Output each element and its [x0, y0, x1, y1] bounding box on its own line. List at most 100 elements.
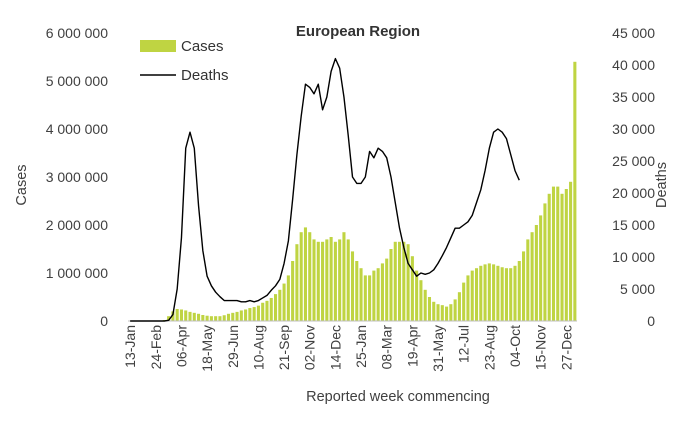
left-tick-label: 3 000 000: [46, 169, 108, 185]
x-axis-title: Reported week commencing: [306, 389, 490, 405]
cases-bar: [274, 294, 277, 321]
x-tick-label: 25-Jan: [353, 325, 369, 368]
cases-bar: [334, 242, 337, 321]
cases-bar: [411, 256, 414, 321]
right-tick-label: 25 000: [612, 153, 655, 169]
cases-bar: [257, 306, 260, 321]
cases-bar: [317, 242, 320, 321]
cases-bar: [526, 239, 529, 321]
cases-bar: [518, 261, 521, 321]
cases-bar: [308, 232, 311, 321]
cases-bar: [248, 308, 251, 321]
cases-bar: [253, 307, 256, 321]
y-left-axis-title: Cases: [14, 164, 30, 205]
cases-bar: [287, 275, 290, 321]
left-tick-label: 0: [100, 313, 108, 329]
deaths-line: [130, 59, 519, 321]
deaths-line-layer: [130, 59, 519, 321]
cases-bar: [424, 290, 427, 321]
x-tick-label: 13-Jan: [122, 325, 138, 368]
x-tick-label: 04-Oct: [507, 325, 523, 367]
cases-bar: [304, 227, 307, 321]
x-tick-label: 21-Sep: [276, 325, 292, 370]
cases-bar: [458, 292, 461, 321]
cases-bar: [295, 244, 298, 321]
cases-bar: [197, 314, 200, 321]
x-tick-label: 23-Aug: [481, 325, 497, 370]
cases-bar: [321, 242, 324, 321]
cases-bar: [441, 305, 444, 321]
legend-deaths-label: Deaths: [181, 67, 229, 84]
cases-bar: [381, 263, 384, 321]
cases-bar: [364, 275, 367, 321]
cases-bar: [184, 310, 187, 321]
left-tick-label: 4 000 000: [46, 121, 108, 137]
cases-bar: [236, 312, 239, 321]
cases-bar: [193, 313, 196, 321]
right-tick-label: 20 000: [612, 185, 655, 201]
y-right-axis-title: Deaths: [654, 162, 670, 208]
cases-bar: [389, 249, 392, 321]
right-tick-label: 35 000: [612, 89, 655, 105]
cases-bar: [330, 237, 333, 321]
cases-bar: [535, 225, 538, 321]
cases-bar: [176, 309, 179, 321]
x-tick-label: 10-Aug: [250, 325, 266, 370]
left-tick-label: 1 000 000: [46, 265, 108, 281]
cases-bar: [325, 239, 328, 321]
cases-bar: [278, 290, 281, 321]
x-tick-label: 19-Apr: [404, 325, 420, 367]
cases-bar: [415, 271, 418, 321]
cases-bar: [360, 268, 363, 321]
cases-bar: [419, 280, 422, 321]
cases-bar: [432, 302, 435, 321]
x-tick-label: 27-Dec: [558, 325, 574, 370]
cases-bar: [569, 182, 572, 321]
cases-bar: [394, 242, 397, 321]
cases-bar: [556, 187, 559, 321]
cases-bar: [573, 62, 576, 321]
cases-bar: [501, 267, 504, 321]
cases-bar: [206, 316, 209, 321]
cases-bar: [479, 266, 482, 321]
cases-bar: [471, 271, 474, 321]
cases-bar: [509, 268, 512, 321]
x-tick-label: 24-Feb: [148, 325, 164, 370]
x-tick-label: 15-Nov: [533, 325, 549, 370]
cases-bar: [513, 266, 516, 321]
cases-bar: [445, 307, 448, 321]
chart-title: European Region: [296, 23, 420, 40]
cases-bar: [261, 303, 264, 321]
cases-bar: [496, 266, 499, 321]
right-tick-label: 5 000: [620, 281, 655, 297]
cases-bar: [201, 315, 204, 321]
right-tick-label: 30 000: [612, 121, 655, 137]
x-tick-label: 06-Apr: [173, 325, 189, 367]
right-tick-label: 40 000: [612, 57, 655, 73]
cases-bar: [552, 187, 555, 321]
cases-bar: [560, 194, 563, 321]
cases-bar: [368, 275, 371, 321]
cases-bar: [488, 263, 491, 321]
cases-bar: [565, 189, 568, 321]
cases-bar: [505, 268, 508, 321]
cases-bar: [300, 232, 303, 321]
legend-cases-label: Cases: [181, 38, 224, 55]
cases-bar: [398, 242, 401, 321]
cases-bars: [159, 62, 577, 321]
cases-bar: [338, 239, 341, 321]
cases-bar: [351, 251, 354, 321]
left-tick-label: 2 000 000: [46, 217, 108, 233]
cases-bar: [531, 232, 534, 321]
cases-bar: [244, 309, 247, 321]
cases-bar: [347, 239, 350, 321]
cases-bar: [223, 315, 226, 321]
cases-bar: [180, 309, 183, 321]
cases-bar: [283, 284, 286, 321]
legend-cases-swatch: [140, 40, 176, 52]
